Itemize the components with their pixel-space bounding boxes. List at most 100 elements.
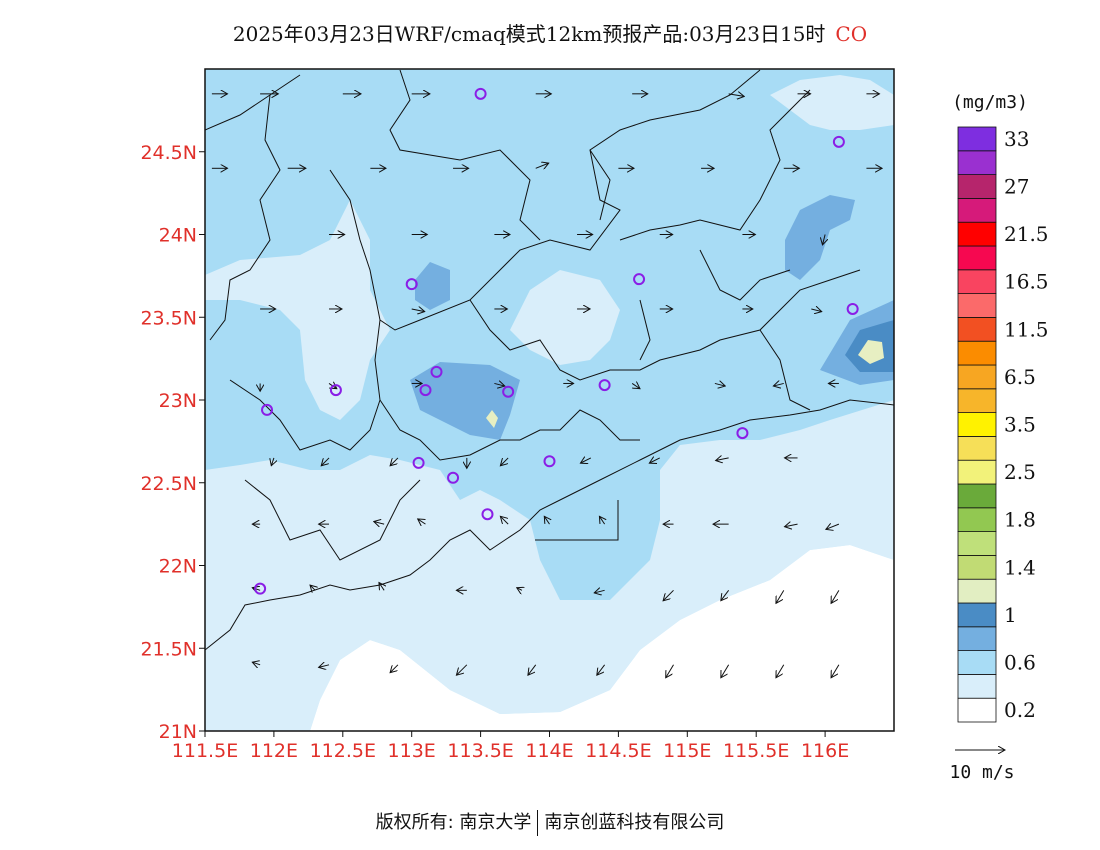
- monitoring-site-marker: [502, 385, 515, 398]
- wind-arrow: [500, 457, 509, 466]
- legend-label: 1: [1004, 603, 1017, 627]
- x-tick-label: 113E: [388, 740, 436, 762]
- boundary-line-4: [589, 89, 811, 241]
- legend-color-swatch: [957, 316, 997, 342]
- boundary-line-7: [229, 379, 381, 451]
- legend-color-swatch: [957, 364, 997, 390]
- wind-arrow: [773, 383, 784, 386]
- x-tick-label: 112.5E: [310, 740, 376, 762]
- wind-arrow: [649, 458, 660, 463]
- hong-kong-box: [535, 500, 619, 541]
- x-tick-label: 111.5E: [172, 740, 238, 762]
- wind-arrow: [379, 583, 384, 591]
- chart-title: 2025年03月23日WRF/cmaq模式12km预报产品:03月23日15时 C…: [0, 18, 1100, 47]
- wind-arrow: [310, 585, 315, 590]
- wind-arrow: [721, 590, 730, 600]
- monitoring-site-marker: [447, 471, 460, 484]
- field-level-0-8-north: [415, 262, 450, 310]
- y-tick-label: 22.5N: [140, 473, 197, 495]
- footer-separator: [537, 810, 539, 836]
- legend-color-swatch: [957, 483, 997, 509]
- wind-arrow: [597, 664, 606, 675]
- y-tick-label: 21.5N: [140, 638, 197, 660]
- legend-color-swatch: [957, 650, 997, 675]
- boundary-line-8: [244, 479, 421, 561]
- company-text: 南京创蓝科技有限公司: [544, 812, 725, 833]
- wind-arrow: [776, 590, 785, 603]
- wind-arrow: [544, 516, 549, 525]
- wind-arrow: [594, 590, 605, 593]
- wind-arrow: [390, 664, 399, 673]
- legend-label: 0.6: [1004, 651, 1036, 675]
- wind-arrow: [321, 457, 330, 466]
- wind-arrow: [631, 383, 640, 388]
- legend-color-swatch: [957, 388, 997, 413]
- legend-color-swatch: [957, 174, 997, 199]
- monitoring-site-marker: [405, 278, 418, 291]
- wind-arrow: [728, 94, 745, 97]
- monitoring-site-marker: [261, 403, 274, 416]
- coastline: [205, 399, 894, 651]
- boundary-line-10: [759, 329, 811, 411]
- y-tick-label: 23.5N: [140, 307, 197, 329]
- legend-label: 27: [1004, 175, 1029, 199]
- field-level-0-6-sw-patch: [205, 410, 270, 465]
- legend-color-swatch: [957, 602, 997, 628]
- monitoring-site-marker: [474, 87, 487, 100]
- legend-unit: (mg/m3): [952, 92, 1028, 113]
- wind-arrow: [831, 590, 840, 603]
- legend-color-swatch: [957, 340, 997, 366]
- wind-arrow: [411, 309, 425, 312]
- legend-label: 0.2: [1004, 698, 1036, 722]
- wind-arrow: [390, 457, 399, 466]
- field-level-1-4-shanwei: [858, 340, 884, 364]
- legend-color-swatch: [957, 412, 997, 437]
- legend-color-swatch: [957, 507, 997, 532]
- monitoring-site-marker: [598, 379, 611, 392]
- boundary-line-9: [639, 249, 791, 361]
- x-tick-label: 115.5E: [723, 740, 789, 762]
- x-tick-label: 113.5E: [447, 740, 513, 762]
- monitoring-site-marker: [419, 384, 432, 397]
- x-tick-label: 114.5E: [585, 740, 651, 762]
- field-level-0-2-south: [205, 400, 894, 731]
- x-tick-label: 116E: [801, 740, 849, 762]
- legend-color-swatch: [957, 531, 997, 556]
- legend-color-swatch: [957, 435, 997, 461]
- legend-color-swatch: [957, 555, 997, 580]
- x-tick-label: 114E: [525, 740, 573, 762]
- wind-arrow: [785, 524, 798, 527]
- legend-label: 6.5: [1004, 365, 1036, 389]
- wind-arrow: [252, 588, 261, 591]
- wind-arrow: [500, 516, 509, 525]
- color-legend: 0.2 0.6 1 1.4 1.8 2.5 3.5 6.5 11.5 16.5 21.5 27 33: [957, 126, 1049, 723]
- wind-arrow: [494, 383, 504, 386]
- wind-arrow: [599, 516, 604, 525]
- wind-arrow: [716, 458, 729, 461]
- field-level-0-2-west: [205, 200, 390, 420]
- field-level-1-4-guangzhou: [486, 410, 498, 428]
- legend-color-swatch: [957, 221, 997, 247]
- legend-color-swatch: [957, 459, 997, 485]
- wind-arrow: [823, 234, 826, 245]
- boundary-line-3: [389, 69, 541, 241]
- legend-label: 3.5: [1004, 413, 1036, 437]
- field-ocean-white: [310, 545, 894, 731]
- wind-arrow: [811, 309, 821, 312]
- legend-color-swatch: [957, 269, 997, 294]
- boundary-line-6: [469, 269, 861, 381]
- legend-label: 33: [1004, 127, 1029, 151]
- x-tick-label: 115E: [663, 740, 711, 762]
- copyright-text: 版权所有: 南京大学: [375, 812, 532, 833]
- monitoring-site-marker: [846, 302, 859, 315]
- monitoring-site-marker: [832, 135, 845, 148]
- wind-field: [211, 94, 882, 678]
- legend-color-swatch: [957, 697, 997, 723]
- legend-label: 16.5: [1004, 270, 1049, 294]
- legend-color-swatch: [957, 150, 997, 176]
- monitoring-site-marker: [543, 455, 556, 468]
- wind-arrow: [666, 664, 674, 678]
- y-tick-label: 23N: [159, 390, 197, 412]
- y-tick-label: 22N: [159, 556, 197, 578]
- monitoring-site-marker: [633, 273, 646, 286]
